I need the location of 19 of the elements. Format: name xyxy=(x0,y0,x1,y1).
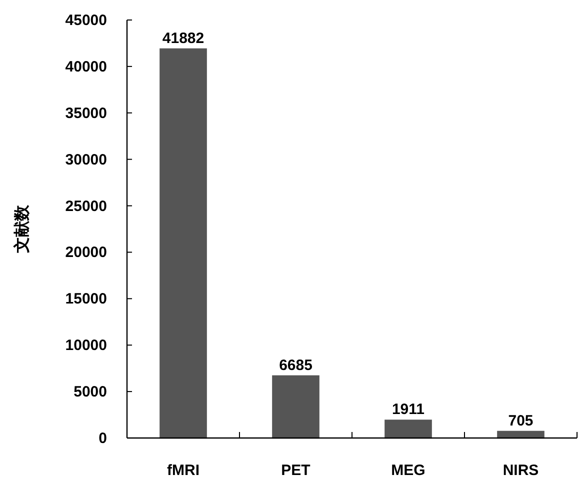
x-tick-label: fMRI xyxy=(167,462,200,479)
data-label: 1911 xyxy=(392,401,425,418)
y-tick-label: 15000 xyxy=(65,290,107,308)
data-label: 41882 xyxy=(162,30,204,47)
y-tick-label: 5000 xyxy=(74,384,107,401)
x-tick-label: MEG xyxy=(391,462,426,479)
y-tick-label: 10000 xyxy=(65,337,107,354)
y-tick-label: 40000 xyxy=(65,58,107,76)
y-tick-label: 45000 xyxy=(65,12,107,29)
x-tick-label: NIRS xyxy=(502,462,539,479)
y-axis-title: 文献数 xyxy=(13,204,31,254)
x-tick-label: PET xyxy=(281,462,310,479)
data-label: 705 xyxy=(508,412,534,430)
y-tick-label: 35000 xyxy=(65,104,107,122)
y-tick-label: 20000 xyxy=(65,244,107,262)
y-tick-label: 0 xyxy=(98,430,107,447)
data-label: 6685 xyxy=(279,356,312,374)
y-tick-label: 25000 xyxy=(65,198,107,215)
y-tick-label: 30000 xyxy=(65,151,107,168)
